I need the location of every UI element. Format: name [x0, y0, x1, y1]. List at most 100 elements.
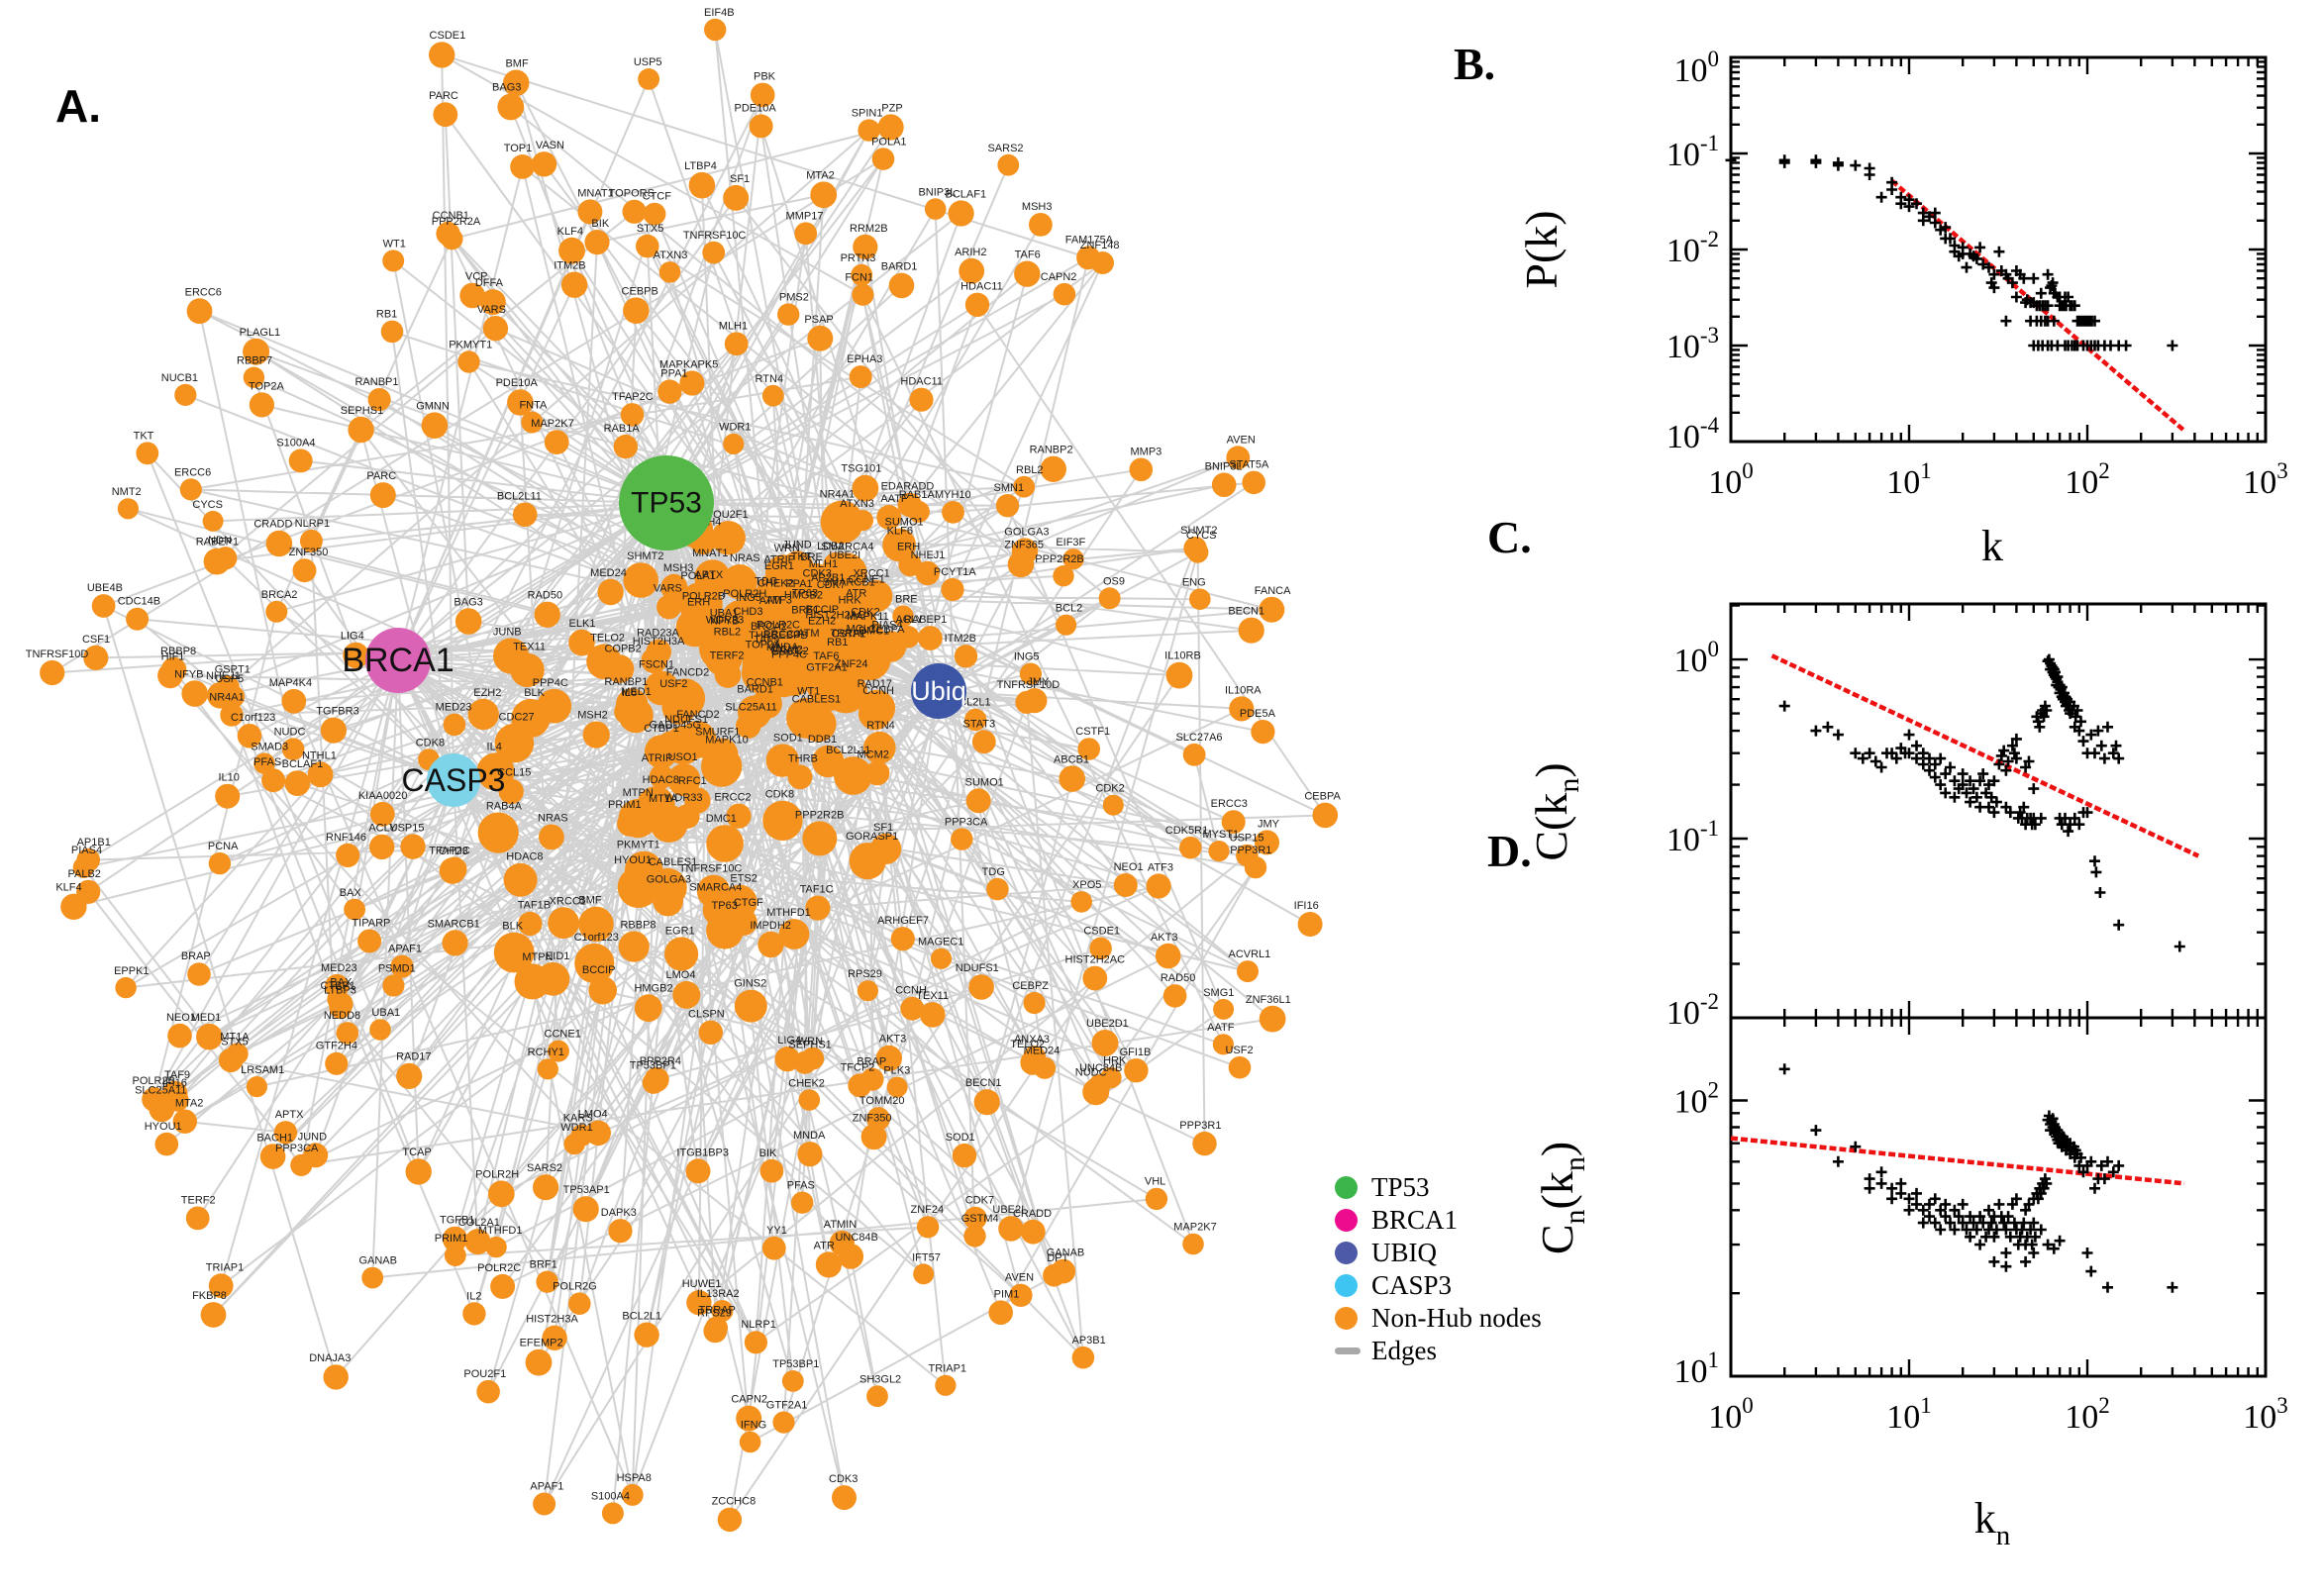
tp53-dot-icon — [1335, 1176, 1358, 1199]
network-node-label: POLR2G — [553, 1280, 597, 1292]
network-node-label: ERCC3 — [763, 629, 800, 641]
network-node — [303, 1143, 329, 1168]
network-node-label: SARS2 — [987, 143, 1023, 154]
network-node-label: IL6 — [622, 687, 637, 699]
network-node-label: XPO5 — [1072, 879, 1101, 891]
network-node-label: FANCD2 — [676, 709, 719, 721]
network-node-label: GANAB — [1047, 1247, 1085, 1259]
network-node-label: CCNH — [862, 685, 894, 697]
network-node-label: MMP17 — [786, 211, 824, 223]
network-node-label: HIST2H2AC — [1065, 954, 1126, 966]
network-node-label: POLR2B — [132, 1075, 174, 1087]
network-node — [1155, 943, 1181, 969]
network-node — [237, 724, 262, 748]
network-node — [886, 1076, 908, 1098]
network-node — [288, 449, 313, 473]
network-node-label: TOP2A — [249, 380, 285, 392]
network-node-label: CTGF — [734, 897, 763, 909]
network-node-label: TP63 — [712, 900, 738, 912]
network-node-label: POU2F1 — [706, 509, 749, 521]
tick-label: 103 — [2243, 1393, 2288, 1436]
network-node-label: CDK2 — [1095, 783, 1124, 795]
network-node — [1259, 1005, 1286, 1033]
network-node — [1186, 542, 1209, 563]
network-node-label: BMF — [505, 58, 529, 70]
tick-label: 102 — [1674, 1078, 1720, 1121]
network-node-label: EZH2 — [473, 687, 501, 699]
network-node — [664, 937, 699, 971]
network-node-label: AATF — [1207, 1022, 1235, 1034]
network-node-label: UBE2D1 — [1086, 1018, 1129, 1030]
network-node-label: TERF2 — [710, 649, 745, 661]
network-node — [439, 857, 466, 884]
network-node-label: USP5 — [215, 673, 244, 685]
plot-panel-b: 100 101 102 103 100 10-1 10-2 10-3 10-4 P(k) k — [1516, 47, 2288, 570]
network-node — [634, 994, 662, 1023]
network-node-label: USP15 — [390, 822, 425, 834]
network-node-label: HYOU1 — [145, 1121, 182, 1133]
network-node-label: RBL2 — [1016, 464, 1044, 476]
network-node — [918, 626, 943, 650]
network-node-label: USP5 — [634, 56, 662, 68]
legend-item-brca1: BRCA1 — [1335, 1204, 1542, 1237]
network-node-label: MNAT1 — [692, 548, 728, 559]
network-node — [196, 1023, 223, 1050]
network-node-label: TAF1B — [518, 900, 551, 912]
network-node-label: ERCC2 — [714, 792, 751, 804]
network-node-label: SMARCB1 — [428, 918, 480, 930]
network-node-label: RAD23A — [637, 628, 679, 640]
network-node-label: JUNB — [493, 626, 522, 638]
network-node — [459, 282, 485, 309]
network-node — [1023, 1046, 1047, 1068]
network-node — [997, 153, 1020, 176]
network-node — [858, 119, 880, 142]
network-node-label: VARS — [477, 304, 506, 316]
network-node — [83, 645, 109, 671]
network-node — [624, 850, 663, 890]
network-node-label: THRB — [749, 630, 778, 642]
network-node-label: BECN1 — [965, 1077, 1002, 1089]
network-node-label: SEPHS1 — [788, 1040, 831, 1051]
network-node-label: BMF — [578, 895, 602, 907]
network-node — [136, 442, 159, 465]
network-node-label: BCLAF1 — [282, 758, 324, 770]
network-node — [935, 1374, 957, 1396]
network-node-label: HMGB2 — [784, 589, 823, 601]
network-node-label: BAG3 — [492, 82, 521, 94]
network-node — [485, 1236, 507, 1258]
network-node-label: BRF1 — [530, 1259, 557, 1271]
network-node-label: COPB2 — [604, 643, 641, 654]
network-node-label: POLR2H — [475, 1168, 519, 1180]
network-node-label: NDUFS1 — [956, 962, 999, 974]
network-node — [487, 1180, 515, 1208]
network-node-label: GSTM4 — [961, 1213, 999, 1225]
network-node-label: SMAD3 — [251, 741, 288, 752]
network-node-label: CSTF1 — [831, 629, 865, 641]
network-node — [1129, 457, 1154, 482]
network-node-label: MLH1 — [809, 558, 838, 570]
network-node-label: PRTN3 — [841, 252, 876, 264]
network-node — [1212, 1034, 1234, 1055]
network-node-label: MCM2 — [858, 749, 889, 761]
network-node — [336, 1022, 359, 1045]
network-node-label: TOMM20 — [859, 1095, 905, 1107]
network-node-label: BCL2L1 — [622, 1311, 661, 1323]
network-node-label: CHD3 — [439, 846, 468, 857]
network-node — [548, 907, 579, 940]
network-node — [888, 272, 915, 299]
network-node — [497, 93, 525, 121]
tick-label: 10-2 — [1666, 989, 1719, 1032]
network-node-label: MED23 — [321, 962, 357, 974]
network-node — [479, 289, 506, 316]
network-node-label: TP63 — [792, 588, 818, 600]
network-node-label: FANCD2 — [666, 666, 709, 678]
network-node-label: KLF6 — [887, 526, 913, 538]
network-node-label: ING5 — [736, 592, 761, 604]
network-node-label: LTBP3 — [324, 985, 356, 997]
network-node-label: S100A4 — [591, 1490, 630, 1502]
network-node — [876, 505, 902, 530]
network-node — [202, 510, 224, 532]
network-node-label: TFCP2 — [841, 1061, 875, 1073]
network-node-label: TKT — [791, 551, 812, 563]
network-node-label: SPIN1 — [852, 108, 883, 120]
